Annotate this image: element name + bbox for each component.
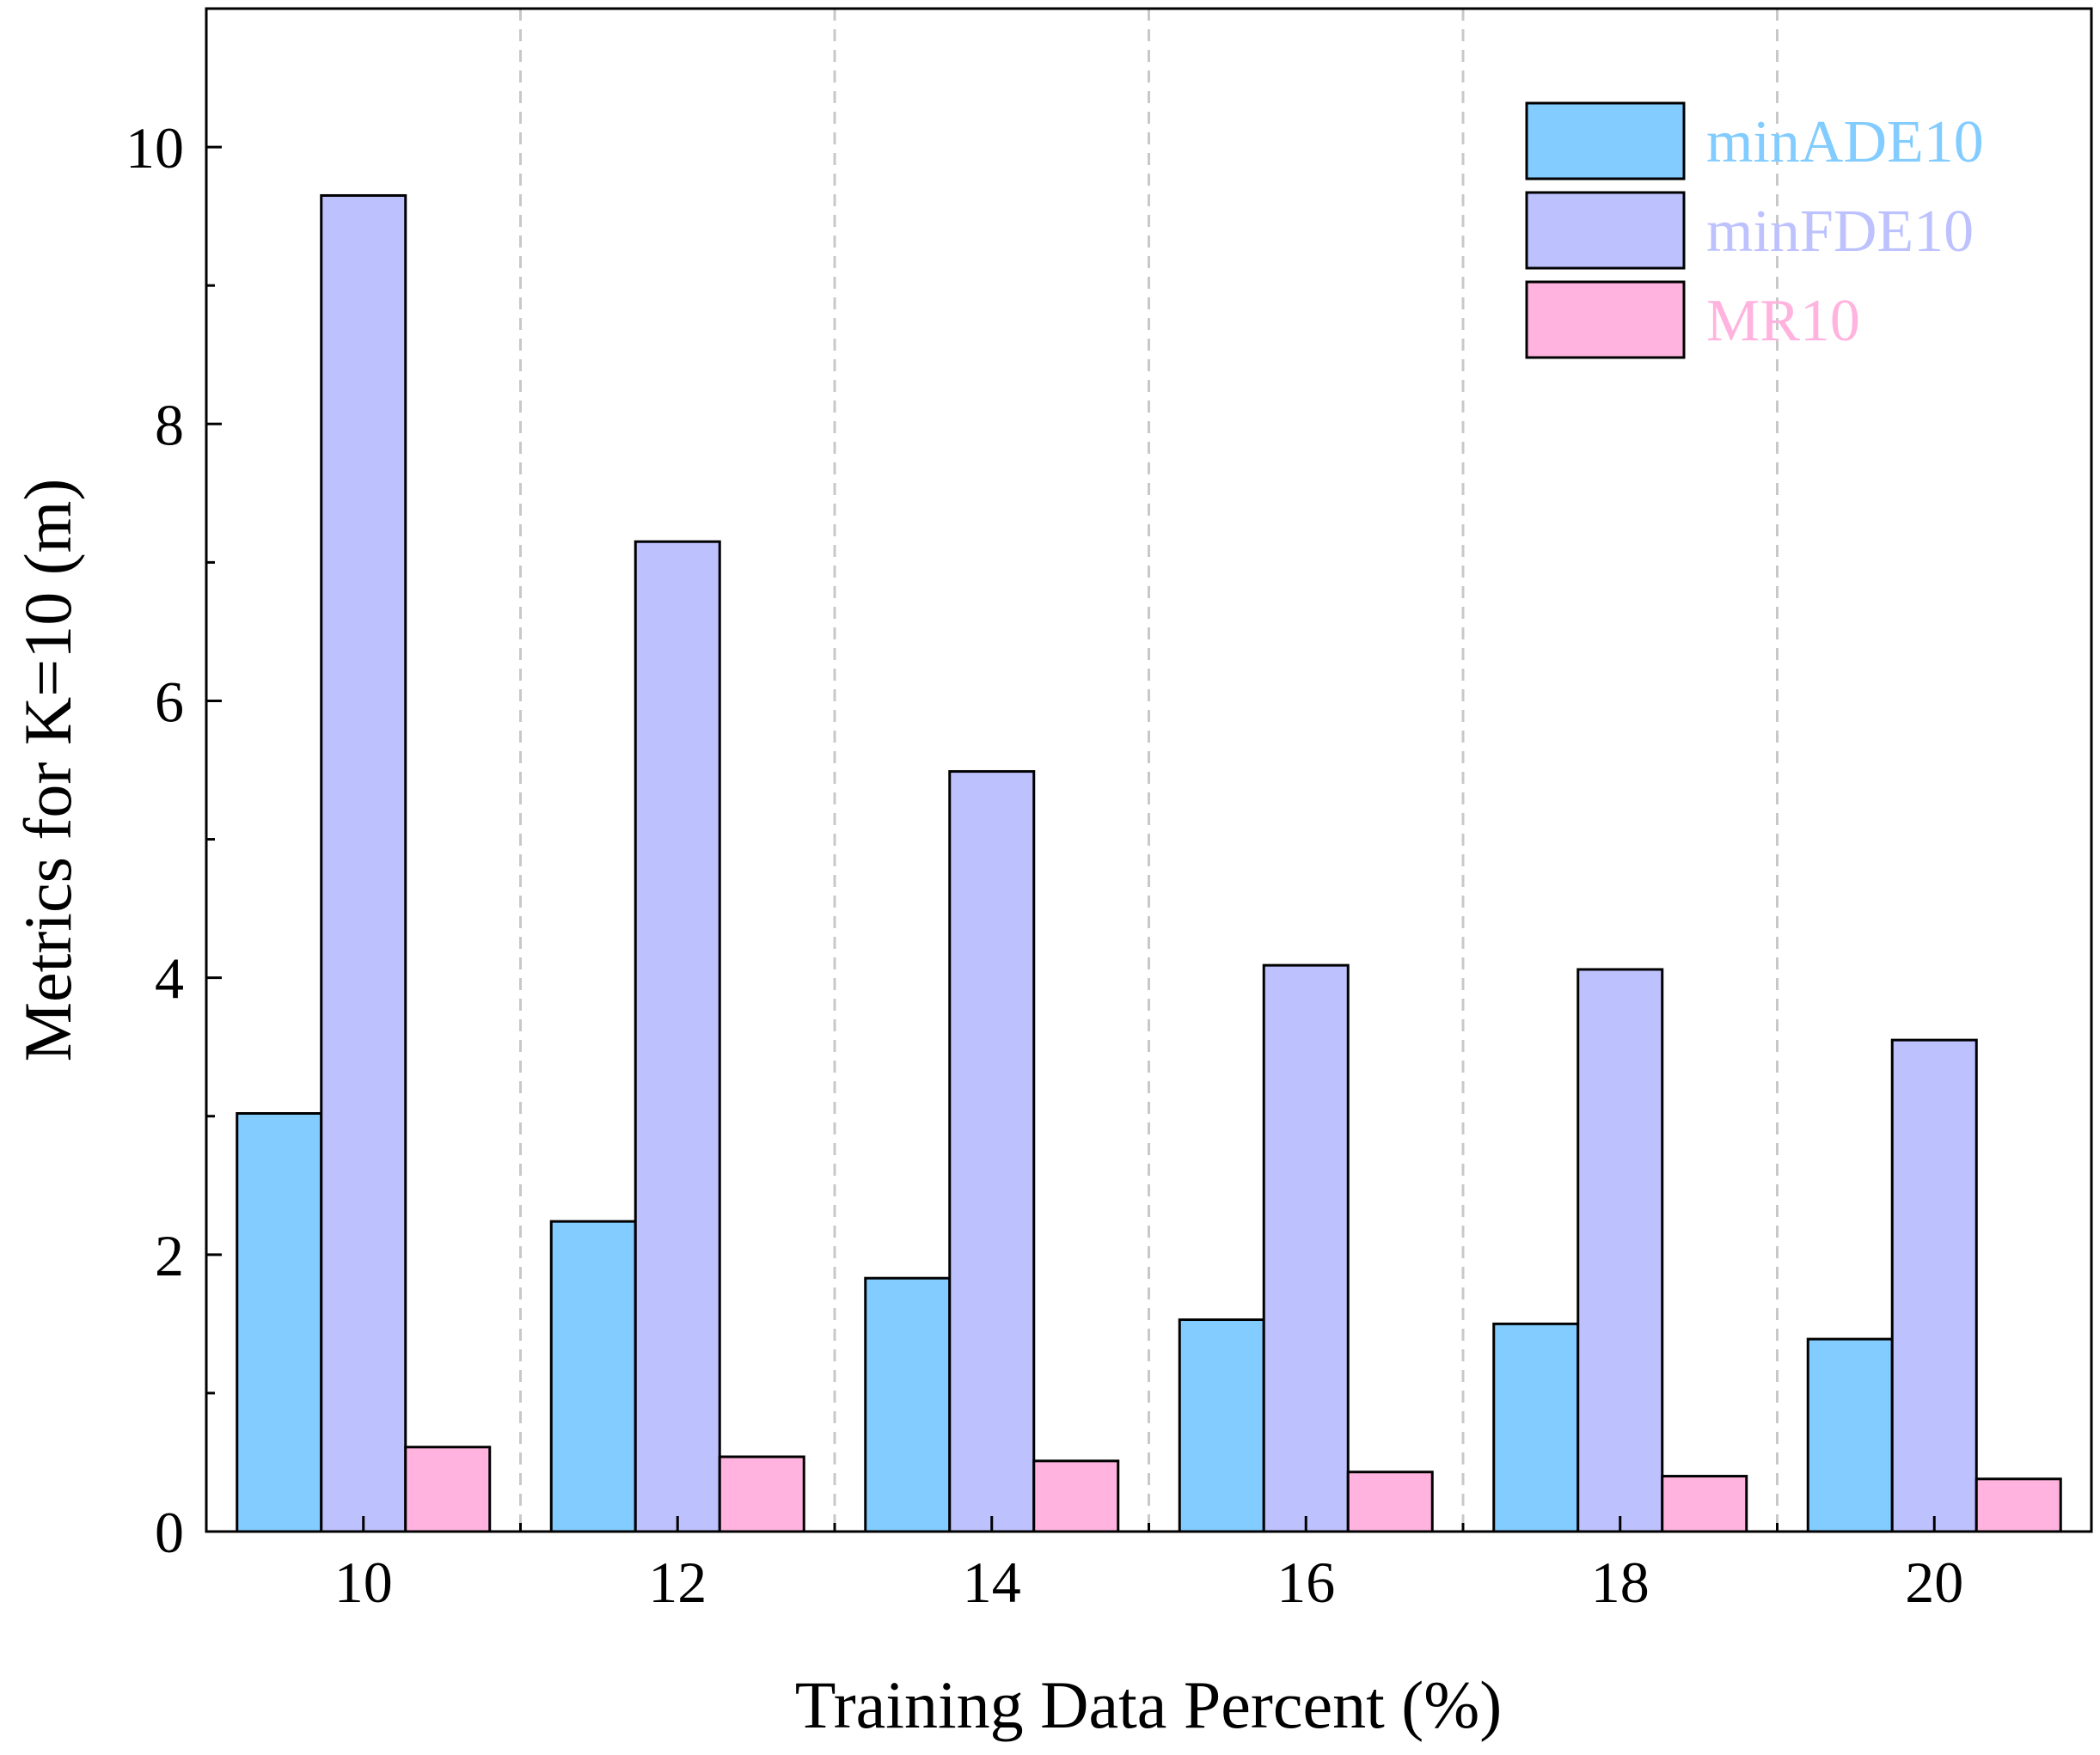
x-tick-label: 12 — [648, 1550, 707, 1615]
bar-MR10-12 — [718, 1455, 805, 1533]
x-tick-label: 14 — [963, 1550, 1021, 1615]
x-tick-label: 20 — [1905, 1550, 1963, 1615]
bar-minADE10-10 — [236, 1112, 323, 1533]
y-axis-ticks: 0 2 4 6 8 10 — [126, 115, 222, 1565]
bar-MR10-10 — [404, 1446, 492, 1533]
bar-minADE10-12 — [549, 1220, 637, 1533]
legend-swatch-MR10 — [1525, 280, 1686, 359]
bar-minFDE10-10 — [320, 193, 407, 1533]
legend-swatch-minADE10 — [1525, 101, 1686, 180]
bar-minFDE10-12 — [634, 540, 721, 1533]
legend-label-minFDE10: minFDE10 — [1706, 199, 1974, 265]
bar-minFDE10-18 — [1577, 968, 1664, 1533]
bar-MR10-14 — [1032, 1459, 1120, 1533]
x-axis-ticks: 10 12 14 16 18 20 — [334, 1516, 1963, 1615]
group-separators — [519, 9, 1779, 1532]
bar-minADE10-18 — [1492, 1322, 1580, 1533]
legend-label-MR10: MR10 — [1706, 288, 1860, 354]
y-axis-title: Metrics for K=10 (m) — [10, 479, 85, 1062]
bar-minADE10-20 — [1806, 1337, 1894, 1533]
y-tick-label: 6 — [155, 669, 184, 734]
y-tick-label: 0 — [155, 1500, 184, 1565]
legend-swatch-minFDE10 — [1525, 191, 1686, 270]
bar-minADE10-16 — [1178, 1318, 1265, 1533]
y-tick-label: 8 — [155, 392, 184, 457]
bar-MR10-18 — [1661, 1475, 1748, 1533]
bar-MR10-16 — [1346, 1471, 1434, 1533]
bar-MR10-20 — [1974, 1477, 2062, 1533]
x-tick-label: 18 — [1591, 1550, 1650, 1615]
y-tick-label: 4 — [155, 946, 184, 1012]
x-tick-label: 10 — [334, 1550, 393, 1615]
legend-label-minADE10: minADE10 — [1706, 109, 1984, 175]
y-tick-label: 2 — [155, 1223, 184, 1288]
bars — [236, 193, 2062, 1533]
bar-minFDE10-16 — [1262, 963, 1350, 1533]
bar-minFDE10-20 — [1890, 1038, 1978, 1533]
bar-minFDE10-14 — [948, 770, 1036, 1533]
legend: minADE10 minFDE10 MR10 — [1525, 101, 1984, 359]
x-axis-title: Training Data Percent (%) — [795, 1667, 1502, 1742]
x-tick-label: 16 — [1277, 1550, 1335, 1615]
y-tick-label: 10 — [126, 115, 184, 180]
bar-minADE10-14 — [864, 1276, 952, 1533]
